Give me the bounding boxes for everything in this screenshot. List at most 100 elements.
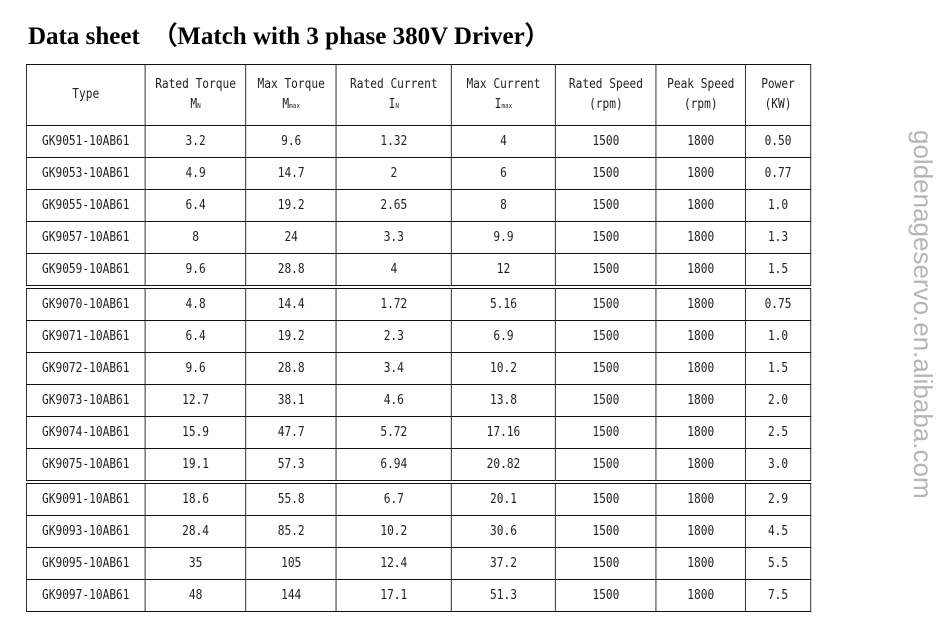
table-cell: 1800 [655, 448, 746, 483]
table-row: GK9073-10AB61 12.7 38.1 4.6 13.8 1500 1800 2.0 [26, 384, 812, 417]
page-title: Data sheet （Match with 3 phase 380V Driv… [28, 23, 550, 50]
header-label: Type [72, 87, 100, 102]
table-cell: 14.7 [245, 157, 337, 190]
table-cell: GK9070-10AB61 [26, 285, 146, 321]
table-cell: 5.16 [450, 285, 557, 321]
table-cell: 28.8 [245, 253, 337, 288]
table-cell: 5.72 [335, 416, 452, 449]
table-cell: 4.6 [335, 384, 452, 417]
table-row: GK9095-10AB61 35 105 12.4 37.2 1500 1800 5.5 [26, 547, 812, 580]
table-cell: 1.0 [744, 320, 812, 353]
table-cell: 1800 [655, 515, 746, 548]
table-cell: 3.3 [335, 221, 452, 254]
table-cell: 1500 [555, 547, 657, 580]
header-unit: (KW) [764, 97, 792, 112]
table-cell: 3.0 [744, 448, 812, 483]
table-cell: GK9075-10AB61 [26, 448, 146, 483]
table-row: GK9093-10AB61 28.4 85.2 10.2 30.6 1500 1800 4.5 [26, 515, 812, 548]
watermark: goldenageservo.en.alibaba.com [908, 130, 938, 499]
table-cell: 19.1 [144, 448, 247, 483]
table-cell: 13.8 [450, 384, 557, 417]
table-cell: 1800 [655, 579, 746, 612]
table-cell: 1500 [555, 352, 657, 385]
table-row: GK9075-10AB61 19.1 57.3 6.94 20.82 1500 1800 3.… [26, 448, 812, 483]
table-cell: GK9091-10AB61 [26, 480, 146, 516]
table-cell: GK9057-10AB61 [26, 221, 146, 254]
table-cell: 2.65 [335, 189, 452, 222]
table-cell: 12.4 [335, 547, 452, 580]
table-cell: 4 [450, 125, 557, 158]
table-cell: 6.94 [335, 448, 452, 483]
header-label: Rated Current [350, 76, 438, 92]
table-cell: 37.2 [450, 547, 557, 580]
table-cell: 20.1 [450, 480, 557, 516]
table-cell: 1500 [555, 579, 657, 612]
table-cell: 10.2 [335, 515, 452, 548]
header-row: Type Rated Torque MN Max Torque Mmax Rated Cu… [26, 64, 812, 126]
table-cell: 1800 [655, 352, 746, 385]
table-cell: 48 [144, 579, 247, 612]
table-cell: 1500 [555, 285, 657, 321]
header-unit: (rpm) [683, 97, 718, 112]
header-label: Rated Torque [155, 76, 236, 92]
table-cell: 7.5 [744, 579, 812, 612]
table-cell: GK9059-10AB61 [26, 253, 146, 288]
header-unit: (rpm) [589, 97, 623, 112]
table-cell: GK9072-10AB61 [26, 352, 146, 385]
table-cell: 18.6 [144, 480, 247, 516]
table-cell: GK9095-10AB61 [26, 547, 146, 580]
table-cell: 0.77 [744, 157, 812, 190]
table-row: GK9072-10AB61 9.6 28.8 3.4 10.2 1500 1800 1.5 [26, 352, 812, 385]
table-cell: 28.4 [144, 515, 247, 548]
table-cell: 1500 [555, 416, 657, 449]
table-cell: 1800 [655, 157, 746, 190]
table-cell: 12 [450, 253, 557, 288]
header-subscript: max [501, 101, 513, 110]
table-row: GK9055-10AB61 6.4 19.2 2.65 8 1500 1800 1.0 [26, 189, 812, 222]
table-cell: 1500 [555, 189, 657, 222]
table-cell: GK9093-10AB61 [26, 515, 146, 548]
table-cell: 1500 [555, 157, 657, 190]
header-label: Max Torque [257, 76, 325, 92]
table-cell: 19.2 [245, 189, 337, 222]
table-cell: 1500 [555, 253, 657, 288]
table-cell: 55.8 [245, 480, 337, 516]
table-cell: 4.9 [144, 157, 247, 190]
table-cell: 17.16 [450, 416, 557, 449]
table-cell: 38.1 [245, 384, 337, 417]
table-row: GK9059-10AB61 9.6 28.8 4 12 1500 1800 1.5 [26, 253, 812, 288]
table-cell: 2.9 [744, 480, 812, 516]
column-header: Max Current Imax [450, 64, 557, 126]
table-cell: 28.8 [245, 352, 337, 385]
table-cell: GK9051-10AB61 [26, 125, 146, 158]
table-cell: 1500 [555, 384, 657, 417]
table-row: GK9074-10AB61 15.9 47.7 5.72 17.16 1500 1800 2.… [26, 416, 812, 449]
table-cell: 2.0 [744, 384, 812, 417]
table-cell: 1.5 [744, 352, 812, 385]
header-label: Rated Speed [568, 77, 643, 92]
table-cell: 1.0 [744, 189, 812, 222]
table-cell: 30.6 [450, 515, 557, 548]
table-cell: GK9073-10AB61 [26, 384, 146, 417]
table-cell: 4 [335, 253, 452, 288]
table-cell: 47.7 [245, 416, 337, 449]
table-cell: 1800 [655, 285, 746, 321]
table-cell: 144 [245, 579, 337, 612]
table-cell: 1500 [555, 320, 657, 353]
table-cell: 10.2 [450, 352, 557, 385]
table-cell: 2.3 [335, 320, 452, 353]
table-cell: 9.6 [144, 253, 247, 288]
table-cell: 9.6 [144, 352, 247, 385]
table-cell: 2 [335, 157, 452, 190]
header-unit: I [494, 96, 502, 112]
table-cell: 15.9 [144, 416, 247, 449]
table-cell: 85.2 [245, 515, 337, 548]
table-cell: 57.3 [245, 448, 337, 483]
column-header: Power (KW) [744, 64, 812, 126]
header-subscript: max [289, 101, 300, 110]
table-cell: 8 [144, 221, 247, 254]
column-header: Peak Speed (rpm) [655, 64, 746, 126]
table-cell: 6.4 [144, 320, 247, 353]
column-header: Max Torque Mmax [245, 64, 337, 126]
table-cell: 20.82 [450, 448, 557, 483]
